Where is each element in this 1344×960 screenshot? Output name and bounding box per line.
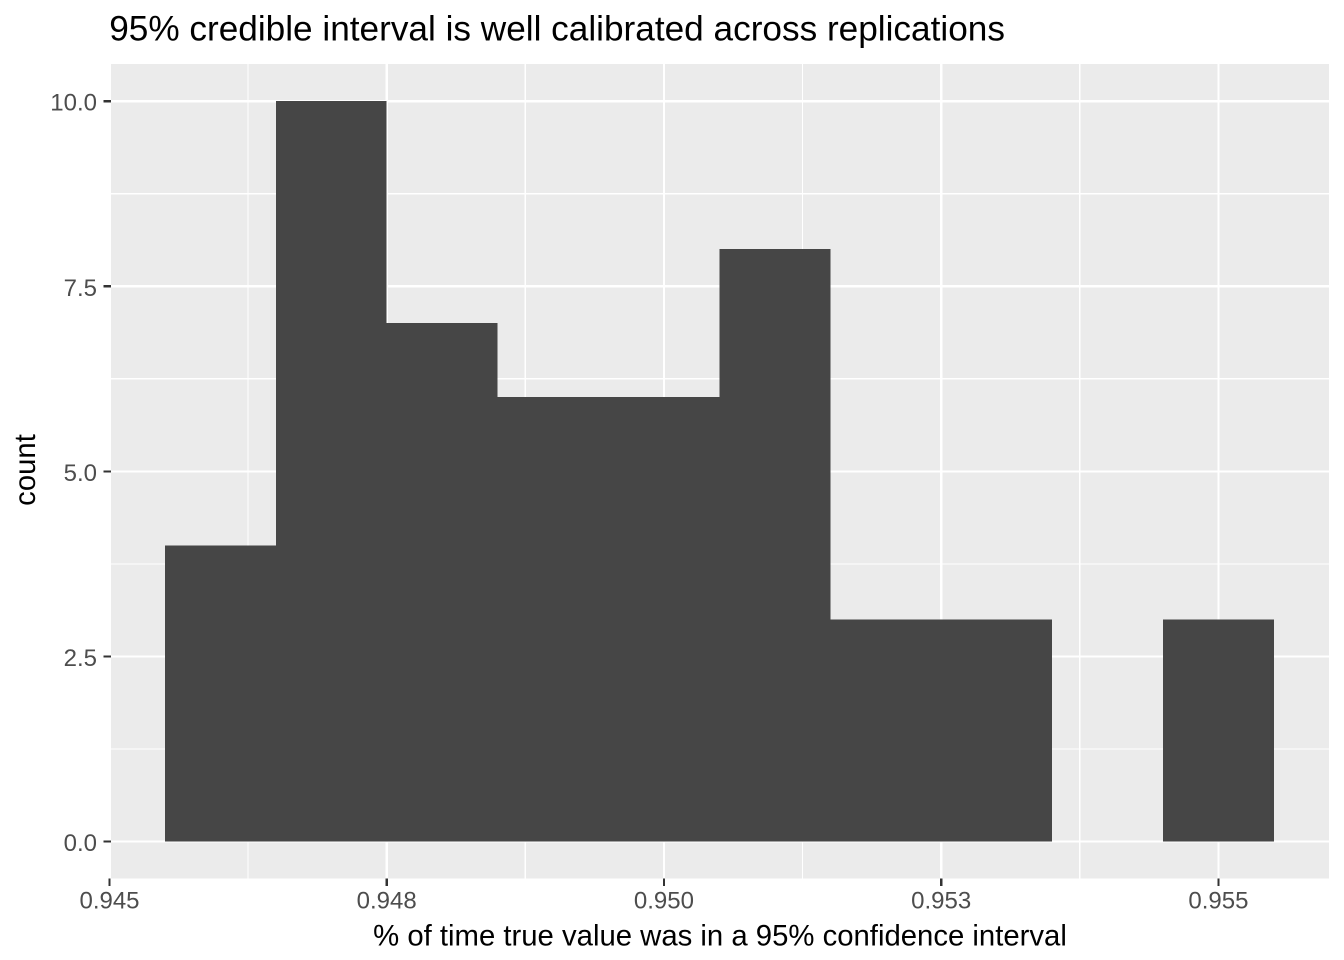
svg-text:5.0: 5.0 (64, 460, 97, 487)
svg-text:0.945: 0.945 (79, 888, 139, 915)
svg-text:count: count (9, 434, 42, 506)
svg-text:0.0: 0.0 (64, 830, 97, 857)
svg-text:10.0: 10.0 (50, 90, 97, 117)
svg-text:% of time true value was in a: % of time true value was in a 95% confid… (373, 920, 1067, 953)
svg-text:0.955: 0.955 (1188, 888, 1248, 915)
svg-text:0.953: 0.953 (911, 888, 971, 915)
svg-text:7.5: 7.5 (64, 275, 97, 302)
svg-text:0.948: 0.948 (357, 888, 417, 915)
svg-text:0.950: 0.950 (634, 888, 694, 915)
svg-text:2.5: 2.5 (64, 645, 97, 672)
svg-text:95% credible interval is well: 95% credible interval is well calibrated… (109, 10, 1005, 49)
